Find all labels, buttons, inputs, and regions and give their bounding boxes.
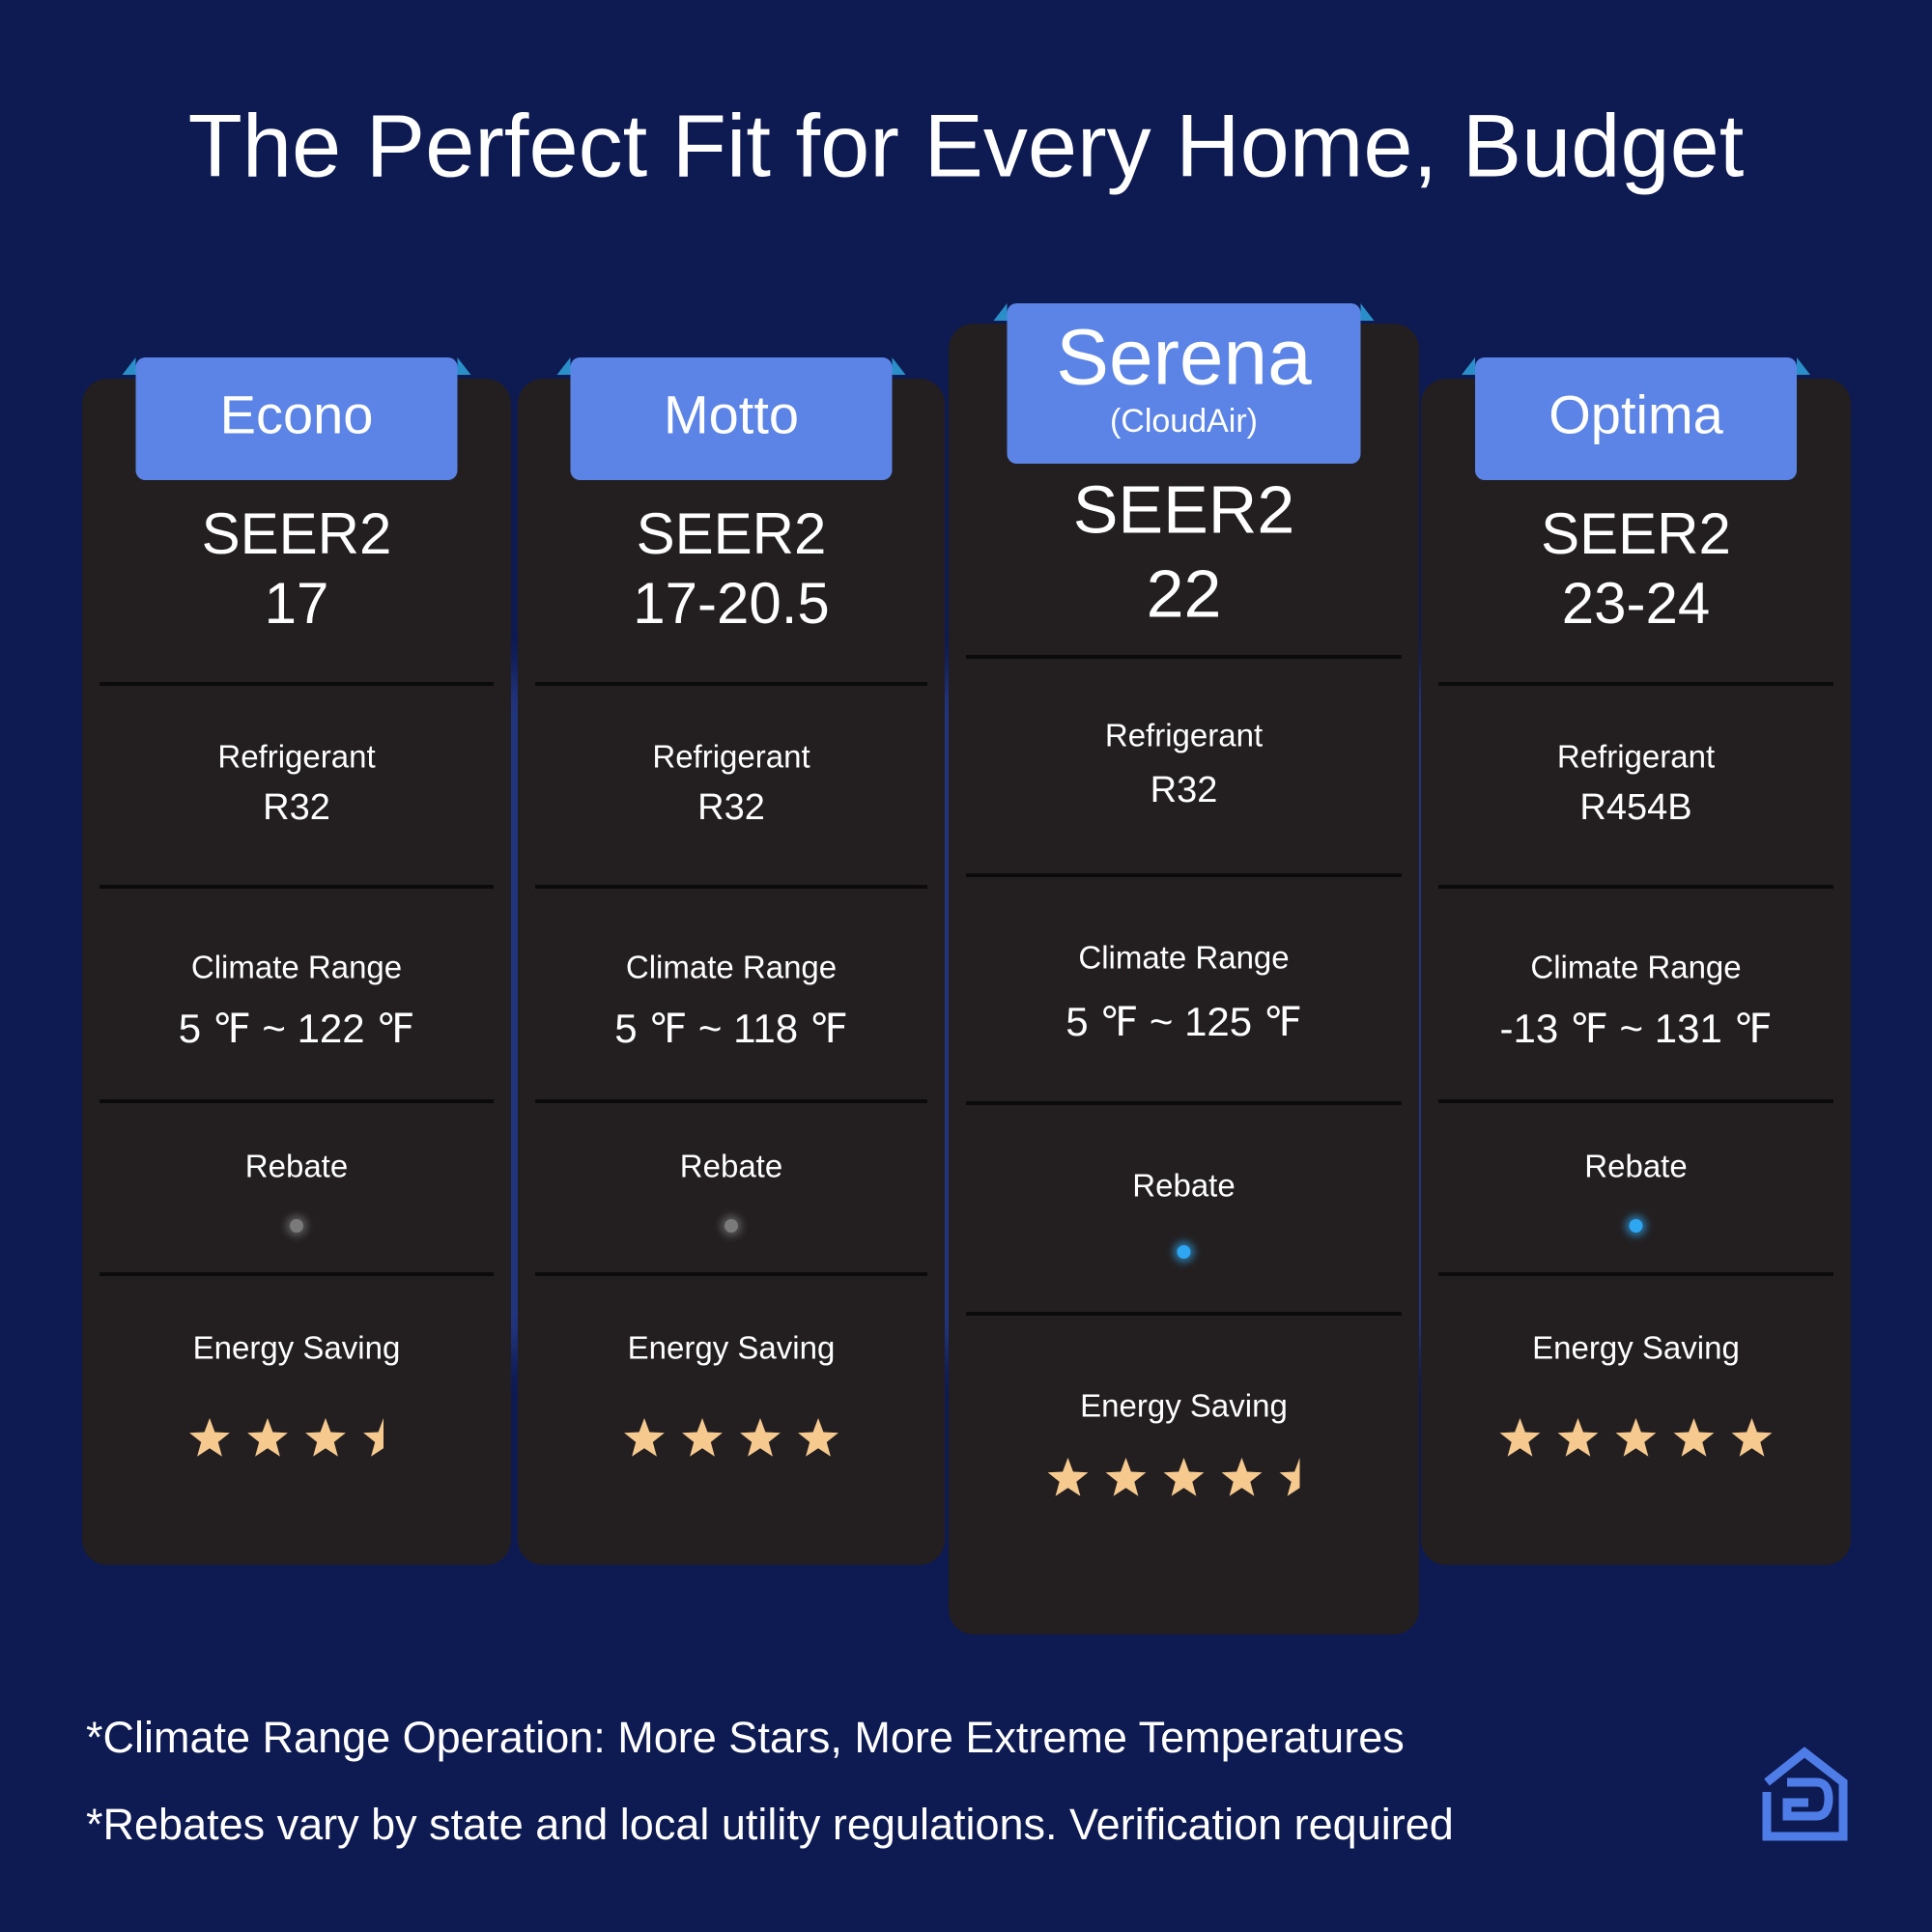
- product-card: Serena(CloudAir) SEER2 22 Refrigerant R32 Cli…: [949, 303, 1419, 1634]
- star-rating: [624, 1418, 838, 1457]
- seer-value: 17-20.5: [633, 571, 830, 636]
- star: [1615, 1418, 1657, 1457]
- seer-value: 22: [1147, 555, 1222, 631]
- rebate-dot: [1177, 1245, 1191, 1259]
- star-rating: [1047, 1458, 1300, 1496]
- star: [305, 1418, 346, 1457]
- tab-fold: [993, 303, 1008, 321]
- star: [1731, 1418, 1773, 1457]
- seer-value: 17: [265, 571, 329, 636]
- row-label: Refrigerant: [217, 739, 375, 775]
- row-label: Rebate: [1584, 1149, 1687, 1184]
- star: [247, 1418, 288, 1457]
- tab-fold: [1462, 357, 1475, 375]
- star: [189, 1418, 230, 1457]
- product-name: Optima: [1548, 384, 1723, 444]
- tab-fold: [457, 357, 471, 375]
- row-label: Climate Range: [626, 950, 837, 985]
- row-label: Energy Saving: [628, 1330, 836, 1366]
- star: [1557, 1418, 1599, 1457]
- product-name: Serena: [1056, 314, 1312, 402]
- star: [1105, 1458, 1147, 1496]
- product-name: Motto: [664, 384, 799, 444]
- tab: [570, 357, 893, 480]
- seer-label: SEER2: [202, 501, 392, 566]
- star: [798, 1418, 838, 1457]
- refrigerant-value: R454B: [1579, 787, 1691, 828]
- row-label: Climate Range: [191, 950, 402, 985]
- product-name: Econo: [220, 384, 374, 444]
- tab: [1007, 303, 1361, 464]
- row-label: Rebate: [245, 1149, 348, 1184]
- row-label: Refrigerant: [652, 739, 810, 775]
- climate-value: 5 ℉ ~ 125 ℉: [1065, 999, 1302, 1044]
- star: [1279, 1458, 1300, 1496]
- row-label: Rebate: [680, 1149, 782, 1184]
- row-label: Refrigerant: [1105, 718, 1263, 753]
- seer-label: SEER2: [1541, 501, 1731, 566]
- tab-fold: [1797, 357, 1810, 375]
- row-label: Energy Saving: [1532, 1330, 1740, 1366]
- tab-fold: [122, 357, 136, 375]
- refrigerant-value: R32: [263, 787, 330, 828]
- logo: [1762, 1747, 1848, 1841]
- card-body: [1421, 379, 1851, 1565]
- star-rating: [1499, 1418, 1773, 1457]
- footnote: *Climate Range Operation: More Stars, Mo…: [86, 1713, 1405, 1762]
- tab-fold: [556, 357, 571, 375]
- climate-value: 5 ℉ ~ 118 ℉: [614, 1006, 847, 1051]
- star-rating: [189, 1418, 384, 1457]
- tab-fold: [1360, 303, 1375, 321]
- tab-fold: [892, 357, 906, 375]
- star: [740, 1418, 781, 1457]
- star: [1047, 1458, 1089, 1496]
- star: [363, 1418, 384, 1457]
- rebate-dot: [724, 1219, 738, 1233]
- product-subtitle: (CloudAir): [1110, 403, 1258, 440]
- rebate-dot: [290, 1219, 303, 1233]
- tab: [135, 357, 458, 480]
- refrigerant-value: R32: [697, 787, 765, 828]
- row-label: Energy Saving: [1080, 1388, 1288, 1424]
- card-body: [518, 379, 945, 1565]
- refrigerant-value: R32: [1151, 770, 1218, 810]
- card-body: [949, 324, 1419, 1634]
- star: [1673, 1418, 1715, 1457]
- star: [624, 1418, 665, 1457]
- star: [682, 1418, 723, 1457]
- footnote: *Rebates vary by state and local utility…: [86, 1800, 1454, 1849]
- star: [1221, 1458, 1263, 1496]
- seer-label: SEER2: [1073, 471, 1295, 547]
- row-label: Refrigerant: [1557, 739, 1715, 775]
- rebate-dot: [1629, 1219, 1643, 1233]
- row-label: Rebate: [1132, 1168, 1235, 1204]
- row-label: Energy Saving: [193, 1330, 401, 1366]
- row-label: Climate Range: [1078, 940, 1289, 976]
- seer-value: 23-24: [1562, 571, 1710, 636]
- star: [1163, 1458, 1205, 1496]
- star: [1499, 1418, 1541, 1457]
- climate-value: 5 ℉ ~ 122 ℉: [179, 1006, 415, 1051]
- seer-label: SEER2: [637, 501, 827, 566]
- tab: [1475, 357, 1797, 480]
- page-title: The Perfect Fit for Every Home, Budget: [188, 97, 1745, 195]
- climate-value: -13 ℉ ~ 131 ℉: [1500, 1006, 1773, 1051]
- card-body: [82, 379, 511, 1565]
- row-label: Climate Range: [1530, 950, 1741, 985]
